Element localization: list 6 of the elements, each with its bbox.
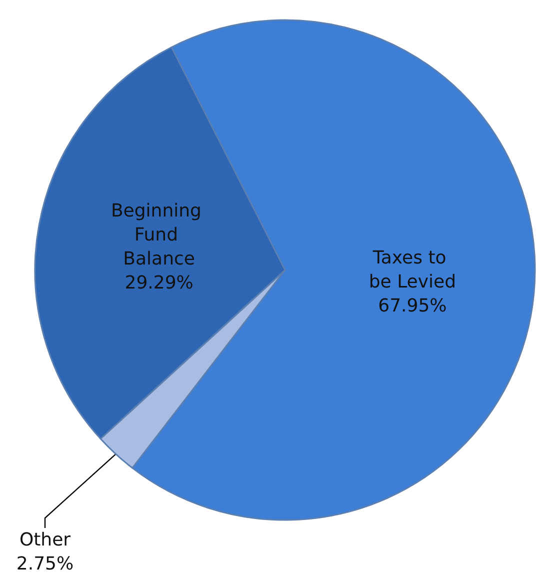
slice-label: Other (19, 530, 72, 550)
data-label: 29.29% (124, 272, 194, 294)
slice-label: Taxes to be Levied (368, 247, 456, 292)
slice-label: Beginning Fund Balance (110, 200, 208, 270)
data-label: 67.95% (378, 295, 447, 316)
data-label: 2.75% (16, 554, 74, 574)
